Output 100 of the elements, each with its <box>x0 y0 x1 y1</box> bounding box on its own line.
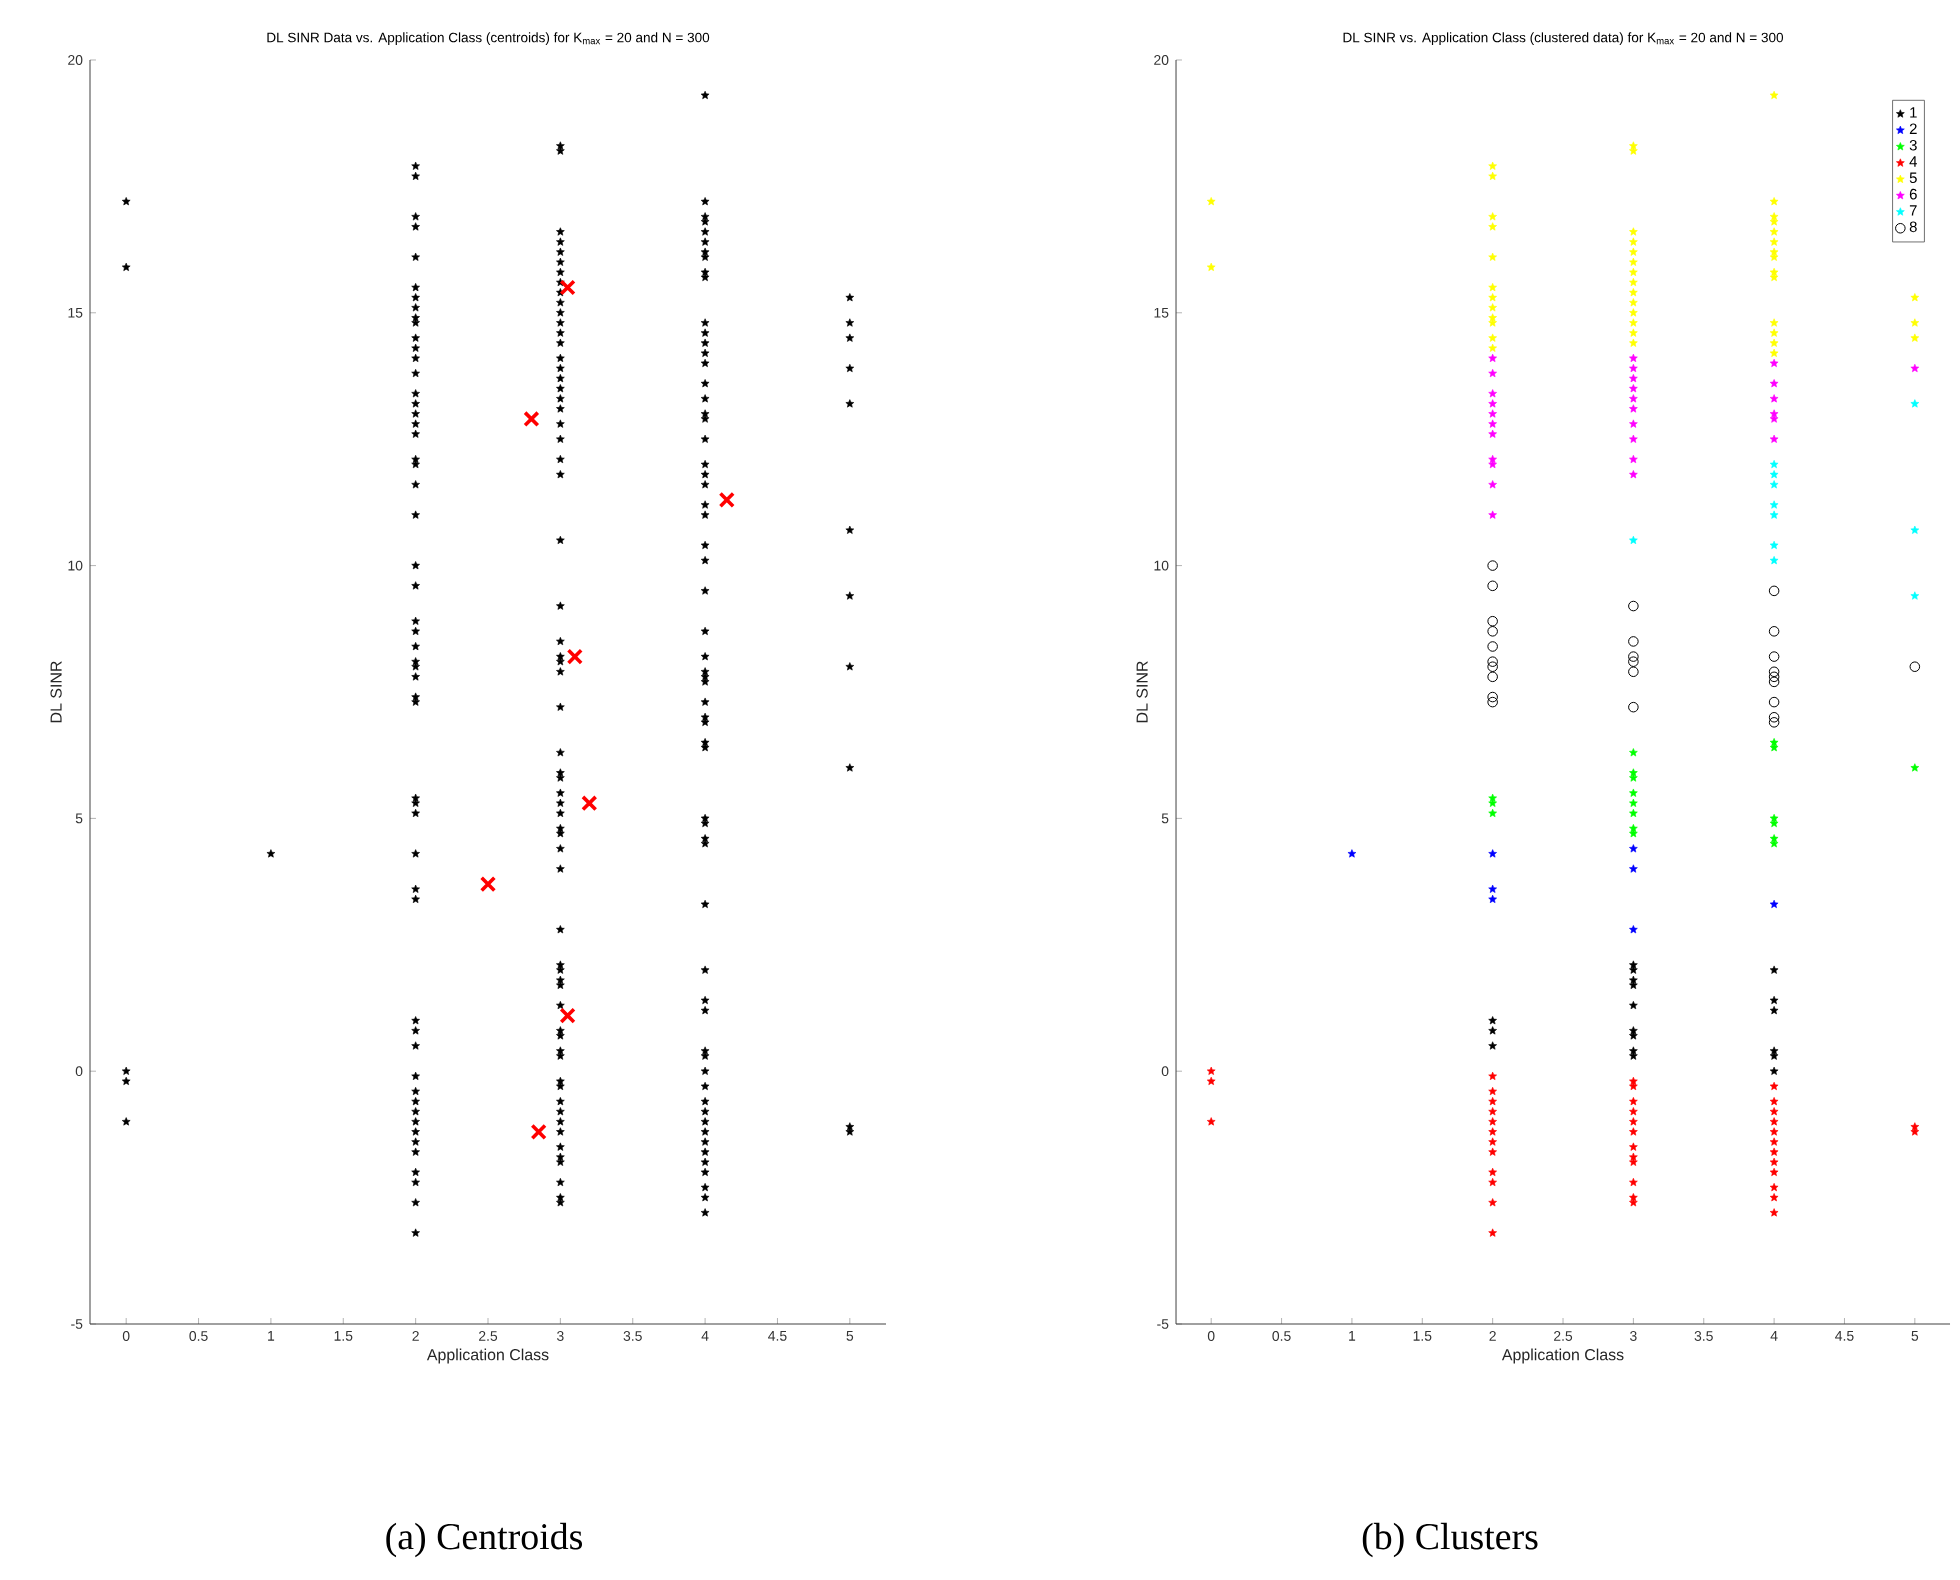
point <box>1769 1147 1779 1156</box>
point <box>411 1127 420 1136</box>
point <box>121 1117 131 1126</box>
point <box>1629 308 1638 317</box>
point <box>1769 434 1779 443</box>
point <box>1629 247 1638 256</box>
point <box>1487 671 1498 683</box>
point <box>1488 419 1497 428</box>
point <box>1768 676 1780 688</box>
point <box>411 1016 420 1025</box>
point <box>1769 217 1779 226</box>
point <box>411 368 420 378</box>
point <box>1629 298 1638 307</box>
point <box>1488 1016 1497 1025</box>
point <box>411 480 420 489</box>
point <box>845 399 855 408</box>
point <box>566 648 583 665</box>
point <box>121 1076 131 1085</box>
point <box>1487 691 1498 703</box>
point <box>411 343 420 352</box>
point <box>1488 429 1497 438</box>
point <box>1769 379 1779 388</box>
point <box>1629 864 1638 873</box>
point <box>1629 237 1638 246</box>
point <box>1769 1167 1779 1176</box>
point <box>1488 1041 1497 1050</box>
point <box>1769 1066 1779 1075</box>
point <box>1769 839 1779 848</box>
point <box>411 849 420 858</box>
point <box>1488 1137 1497 1146</box>
point <box>1769 743 1779 752</box>
point <box>1206 1117 1216 1126</box>
point <box>411 1041 420 1050</box>
point <box>411 1137 420 1146</box>
point <box>1487 626 1498 637</box>
point <box>411 1107 420 1116</box>
point <box>1769 90 1779 100</box>
point <box>411 1097 420 1106</box>
point <box>1910 763 1920 772</box>
point <box>1769 1051 1779 1060</box>
point <box>411 581 420 590</box>
point <box>1488 399 1497 408</box>
point <box>1769 480 1779 489</box>
point <box>1488 389 1497 398</box>
point <box>1206 262 1216 271</box>
point <box>1769 348 1779 357</box>
point <box>1629 146 1638 155</box>
point <box>1629 353 1638 362</box>
point <box>1488 212 1497 221</box>
point <box>1487 661 1498 672</box>
point <box>1488 1177 1497 1187</box>
point <box>1628 656 1639 667</box>
point <box>1629 470 1638 479</box>
point <box>1628 701 1639 713</box>
point <box>1769 328 1779 337</box>
point <box>718 491 735 508</box>
point <box>411 222 420 231</box>
point <box>1629 404 1638 413</box>
point <box>1768 585 1780 597</box>
point <box>411 1086 420 1096</box>
point <box>411 419 420 428</box>
point <box>411 894 420 903</box>
point <box>1488 1167 1497 1176</box>
text: (a) Centroids <box>386 1522 583 1558</box>
point <box>845 293 855 302</box>
point <box>1769 197 1779 206</box>
point <box>1488 849 1497 858</box>
point <box>411 662 420 671</box>
point <box>1488 333 1497 342</box>
point <box>1629 808 1638 818</box>
point <box>411 1177 420 1187</box>
point <box>1769 1117 1779 1126</box>
point <box>523 410 540 428</box>
point <box>411 1228 420 1237</box>
point <box>1629 257 1638 266</box>
point <box>1488 884 1497 893</box>
point <box>1629 1127 1638 1136</box>
point <box>411 561 420 570</box>
point <box>411 808 420 818</box>
point <box>1769 358 1779 368</box>
point <box>1488 480 1497 489</box>
point <box>1488 510 1497 519</box>
point <box>845 318 855 327</box>
point <box>1488 283 1497 292</box>
point <box>1206 197 1216 206</box>
point <box>411 303 420 312</box>
point <box>1488 894 1497 903</box>
point <box>411 642 420 651</box>
point <box>1347 849 1357 858</box>
point <box>1769 965 1779 974</box>
point <box>1769 1097 1779 1106</box>
point <box>1488 1127 1497 1136</box>
point <box>1910 525 1920 534</box>
point <box>411 1071 420 1080</box>
point <box>845 662 855 671</box>
point <box>1488 1147 1497 1156</box>
point <box>1487 615 1498 627</box>
text: (b) Clusters <box>1362 1522 1538 1558</box>
point <box>1910 591 1920 600</box>
point <box>1769 338 1779 347</box>
